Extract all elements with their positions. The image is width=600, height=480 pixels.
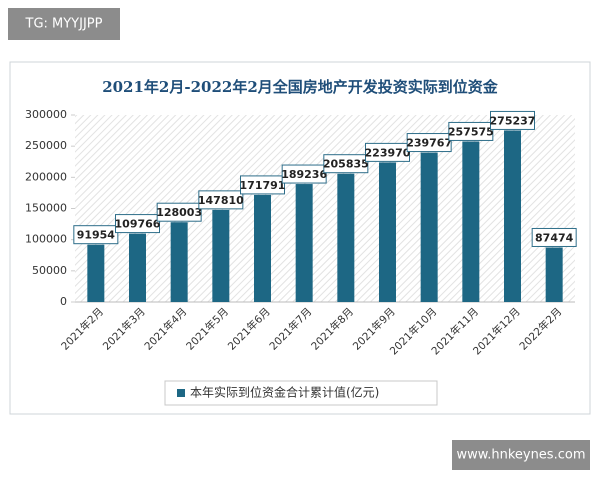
bar: [379, 162, 396, 302]
value-label-box: [240, 175, 285, 195]
value-label-box: [365, 142, 410, 162]
value-label: 275237: [490, 114, 536, 127]
watermark: www.hnkeynes.com: [457, 448, 586, 463]
value-label-box: [198, 190, 244, 210]
value-label-box: [531, 227, 577, 247]
plot-area: [75, 115, 575, 302]
bar: [504, 130, 521, 302]
value-label: 189236: [281, 168, 327, 181]
value-label-box: [323, 154, 369, 174]
bar: [462, 141, 480, 302]
value-label-box: [448, 121, 494, 141]
y-tick-label: 50000: [32, 264, 67, 277]
value-label: 257575: [448, 125, 494, 138]
bar: [337, 173, 355, 302]
bar: [295, 184, 313, 302]
watermark: TG: MYYJJPP: [25, 17, 103, 32]
legend: [164, 380, 438, 406]
value-label: 205835: [323, 158, 369, 171]
bar: [420, 152, 438, 302]
value-label-box: [73, 225, 119, 245]
value-label: 147810: [198, 194, 244, 207]
y-tick-label: 250000: [25, 139, 67, 152]
y-tick-label: 100000: [25, 233, 67, 246]
bar: [212, 209, 230, 302]
watermark-box: [452, 440, 590, 470]
value-label-box: [115, 214, 160, 234]
y-tick-label: 150000: [25, 202, 67, 215]
value-label: 87474: [535, 231, 574, 244]
bar: [545, 247, 563, 302]
value-label: 239767: [406, 137, 452, 150]
bar: [129, 233, 146, 302]
legend-label: 本年实际到位资金合计累计值(亿元): [190, 385, 379, 400]
value-label: 91954: [77, 229, 116, 242]
bar: [170, 222, 188, 302]
bar: [87, 244, 105, 302]
chart-title: 2021年2月-2022年2月全国房地产开发投资实际到位资金: [102, 78, 499, 96]
bar: [254, 194, 271, 302]
value-label-box: [281, 164, 327, 184]
value-label: 171791: [240, 179, 286, 192]
legend-swatch: [177, 389, 185, 397]
value-label-box: [156, 202, 202, 222]
y-tick-label: 300000: [25, 108, 67, 121]
value-label: 128003: [156, 206, 202, 219]
value-label: 109766: [115, 218, 161, 231]
y-tick-label: 0: [60, 295, 67, 308]
value-label-box: [406, 133, 452, 153]
watermark-box: [8, 8, 120, 40]
y-tick-label: 200000: [25, 170, 67, 183]
value-label-box: [490, 110, 535, 130]
value-label: 223970: [365, 146, 411, 159]
